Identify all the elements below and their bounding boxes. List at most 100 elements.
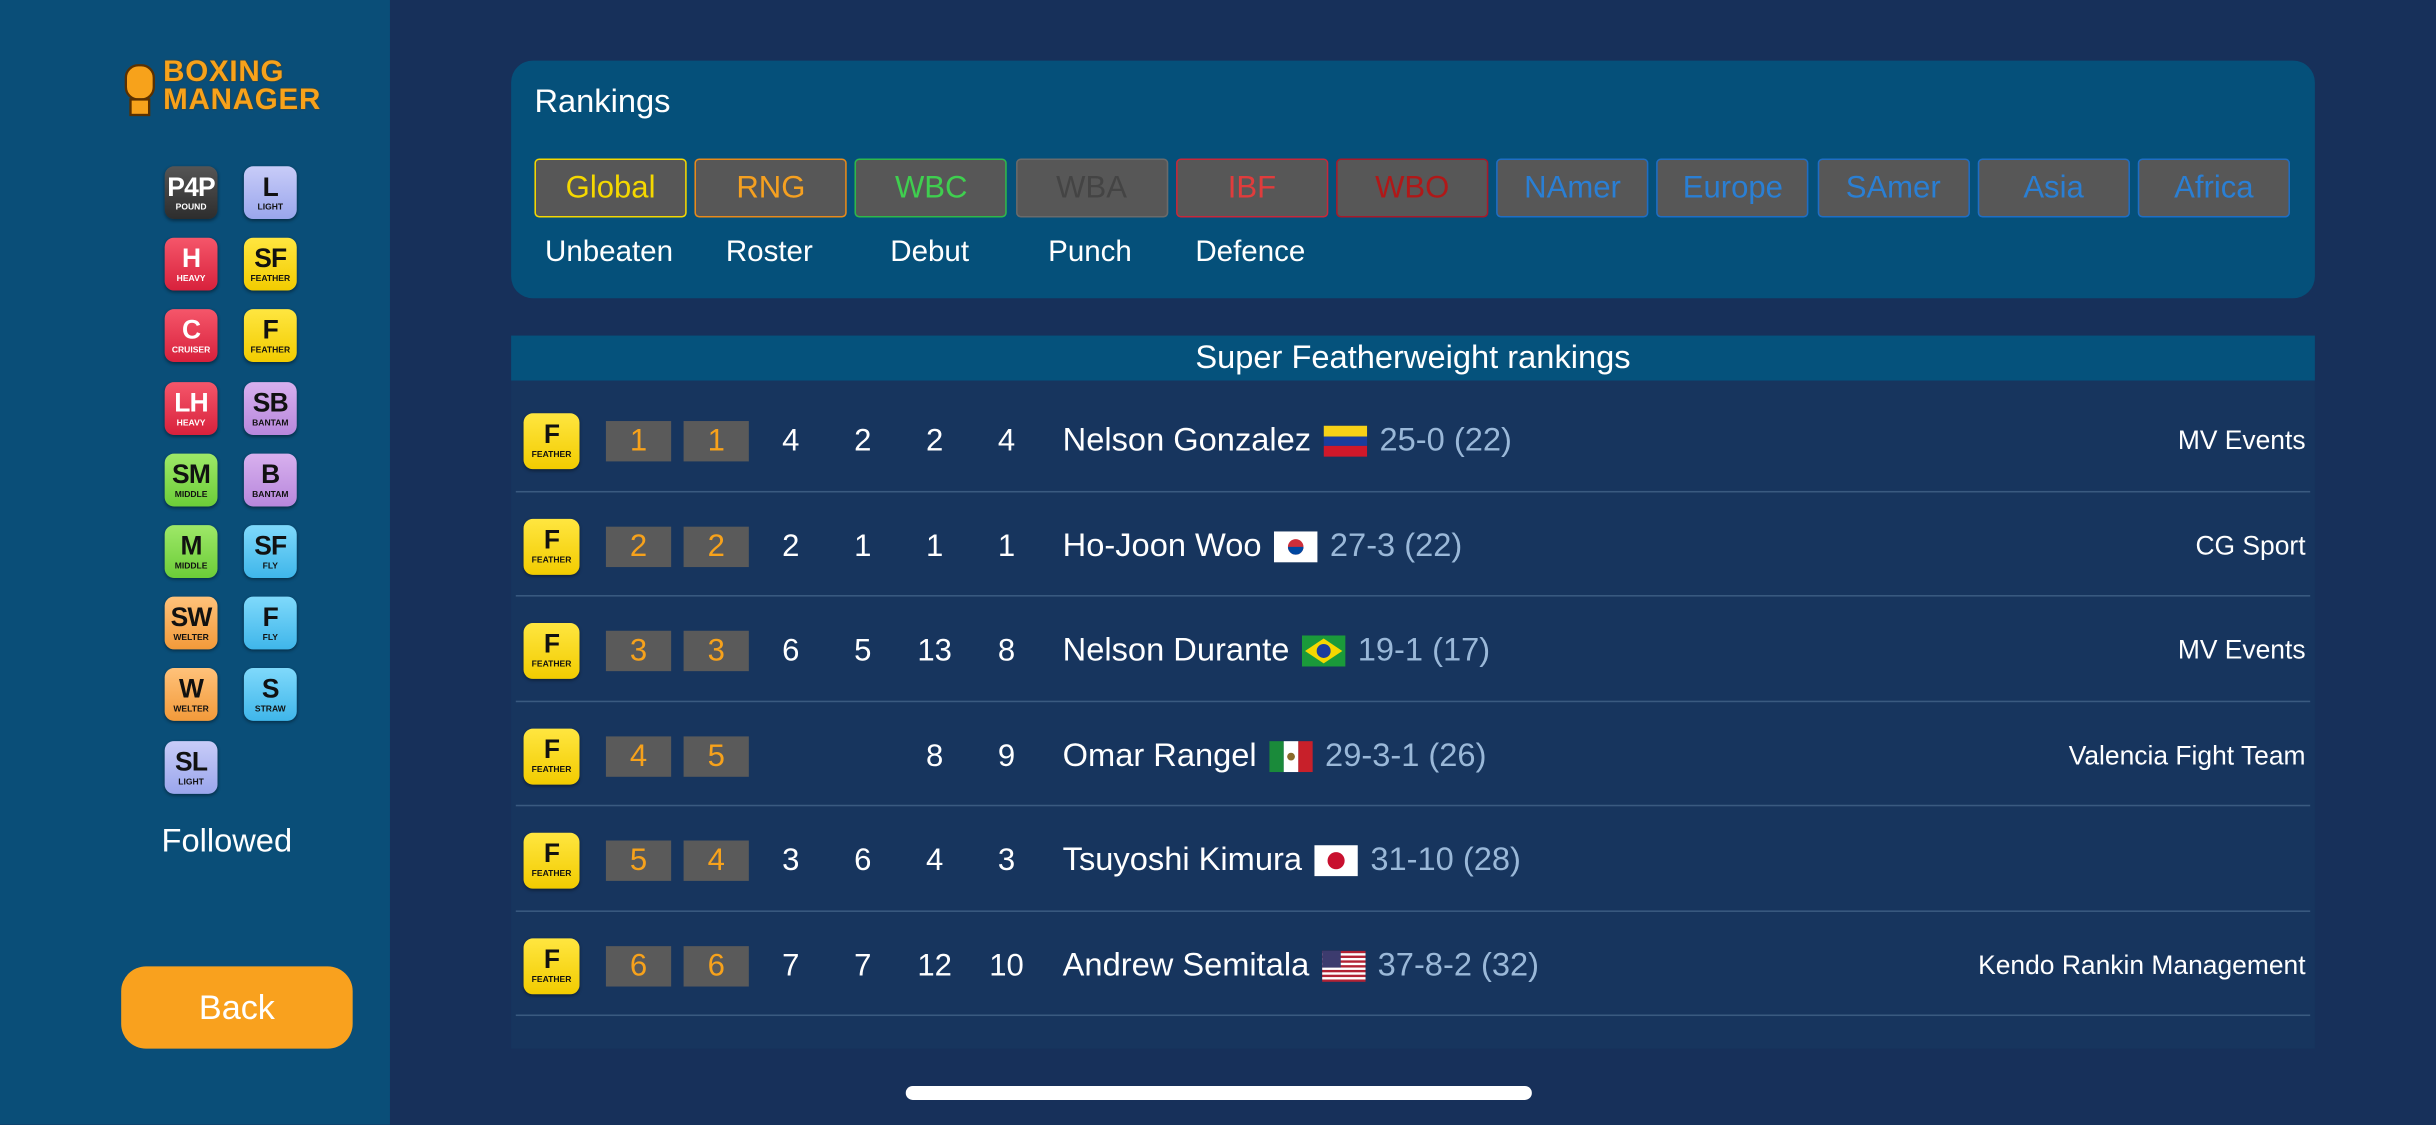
badge-label: LIGHT	[178, 777, 204, 788]
weight-class-badge[interactable]: F FLY	[243, 596, 297, 650]
rank-value: 4	[782, 424, 800, 459]
ranking-row[interactable]: F FEATHER 6 6 7 7 12 10 Andrew Semitala 37-8-2 (3…	[511, 911, 2315, 1017]
rank-value: 12	[917, 948, 952, 983]
badge-abbr: M	[180, 531, 202, 561]
badge-abbr: B	[261, 459, 280, 490]
back-button[interactable]: Back	[121, 966, 353, 1049]
badge-label: MIDDLE	[174, 490, 208, 500]
row-separator	[515, 804, 2311, 807]
rank-box: 1	[683, 421, 749, 462]
row-separator	[515, 490, 2311, 492]
ranking-row[interactable]: F FEATHER 4 5 8 9 Omar Rangel 29-3-1 (26) Valenc…	[511, 701, 2315, 807]
badge-abbr: F	[543, 629, 560, 659]
tab[interactable]: Global	[534, 158, 687, 218]
weight-class-badge[interactable]: SB BANTAM	[243, 381, 297, 435]
boxer-record: 29-3-1 (26)	[1325, 737, 1487, 773]
rank-value: 4	[997, 424, 1016, 459]
flag	[1321, 950, 1366, 982]
badge-label: FEATHER	[250, 347, 291, 357]
tab[interactable]: SAmer	[1817, 158, 1970, 218]
tab[interactable]: Asia	[1977, 158, 2130, 218]
weight-class-badge[interactable]: SL LIGHT	[164, 740, 218, 794]
filter[interactable]: Roster	[725, 236, 813, 269]
badge-label: POUND	[175, 203, 207, 213]
weight-class-badge[interactable]: B BANTAM	[243, 453, 297, 507]
followed-label[interactable]: Followed	[161, 823, 293, 860]
logo-line: MANAGER	[163, 83, 322, 117]
weight-class-badge[interactable]: SF FLY	[243, 525, 297, 578]
row-separator	[515, 909, 2311, 912]
tab[interactable]: RNG	[694, 158, 848, 218]
row-separator	[515, 1014, 2311, 1017]
rank-box: 4	[683, 840, 749, 881]
tab[interactable]: WBC	[855, 158, 1008, 218]
tab[interactable]: WBO	[1336, 158, 1489, 218]
rank-value: 7	[854, 948, 872, 983]
rank-box: 6	[605, 945, 672, 986]
weight-class-badge[interactable]: SW WELTER	[164, 596, 218, 650]
boxer: Nelson Gonzalez 25-0 (22)	[1063, 418, 1512, 465]
filter[interactable]: Defence	[1195, 236, 1306, 269]
weight-class-badge[interactable]: SM MIDDLE	[164, 453, 218, 507]
weight-class-badge[interactable]: S STRAW	[243, 668, 297, 722]
filter[interactable]: Unbeaten	[544, 236, 674, 269]
boxer-name: Andrew Semitala	[1062, 946, 1310, 983]
rank-value: 5	[854, 633, 872, 669]
rank-value: 3	[782, 843, 800, 878]
weight-class-badge[interactable]: C CRUISER	[164, 309, 218, 363]
badge-label: FLY	[262, 562, 278, 572]
weight-class-badge: F FEATHER	[523, 727, 580, 784]
promoter: MV Events	[2177, 425, 2306, 456]
badge-abbr: F	[543, 419, 560, 449]
tab[interactable]: NAmer	[1496, 158, 1649, 218]
weight-class-badge: F FEATHER	[523, 622, 580, 679]
badge-label: STRAW	[254, 705, 286, 716]
badge-abbr: H	[181, 244, 201, 274]
logo-line: BOXING	[163, 55, 285, 89]
rank-value: 8	[925, 738, 944, 773]
tab[interactable]: Africa	[2137, 158, 2291, 218]
ranking-row[interactable]: F FEATHER 3 3 6 5 13 8 Nelson Durante 19-1 (17) MV…	[511, 597, 2315, 702]
badge-abbr: F	[543, 734, 560, 764]
boxer-record: 37-8-2 (32)	[1377, 946, 1540, 983]
tab[interactable]: IBF	[1175, 158, 1329, 218]
badge-abbr: F	[262, 603, 279, 633]
weight-class-badge[interactable]: L LIGHT	[243, 166, 297, 220]
promoter: Valencia Fight Team	[2068, 740, 2306, 770]
ranking-row[interactable]: F FEATHER 2 2 2 1 1 1 Ho-Joon Woo 27-3 (22) CG Spo…	[511, 492, 2315, 597]
tab[interactable]: WBA	[1015, 158, 1168, 218]
flag	[1273, 530, 1318, 562]
weight-class-badge[interactable]: M MIDDLE	[164, 525, 218, 578]
weight-class-badge[interactable]: F FEATHER	[243, 309, 297, 363]
weight-class-badge[interactable]: LH HEAVY	[164, 381, 218, 435]
badge-label: HEAVY	[176, 418, 206, 429]
rank-value: 2	[854, 424, 872, 459]
filter[interactable]: Punch	[1048, 236, 1132, 269]
badge-abbr: SL	[174, 746, 208, 777]
weight-class-badge[interactable]: H HEAVY	[164, 237, 218, 291]
rank-value: 9	[997, 738, 1016, 773]
weight-class-badge[interactable]: W WELTER	[164, 668, 218, 722]
badge-abbr: SB	[252, 387, 289, 418]
badge-abbr: P4P	[167, 172, 215, 202]
table-title: Super Featherweight rankings	[511, 335, 2315, 381]
tab[interactable]: Europe	[1656, 158, 1809, 218]
boxer: Andrew Semitala 37-8-2 (32)	[1063, 942, 1539, 989]
weight-class-badge[interactable]: SF FEATHER	[243, 237, 297, 291]
boxer-name: Omar Rangel	[1062, 737, 1257, 773]
filter[interactable]: Debut	[890, 236, 970, 269]
ranking-row[interactable]: F FEATHER 1 1 4 2 2 4 Nelson Gonzalez 25-0 (22) MV…	[511, 387, 2315, 492]
promoter: CG Sport	[2195, 530, 2306, 561]
rank-value: 1	[854, 529, 872, 564]
row-separator	[515, 699, 2311, 702]
badge-label: FEATHER	[531, 555, 572, 565]
ranking-row[interactable]: F FEATHER 5 4 3 6 4 3 Tsuyoshi Kimura 31-10 (28)	[511, 806, 2315, 912]
rank-value: 4	[925, 843, 944, 878]
weight-class-badge[interactable]: P4P POUND	[164, 166, 218, 220]
flag	[1269, 740, 1313, 772]
sidebar: BOXING MANAGER P4P POUND L LIGHT H HEAVY SF FEA…	[0, 0, 390, 1125]
boxer-record: 27-3 (22)	[1329, 527, 1463, 564]
weight-class-badge: F FEATHER	[523, 937, 580, 994]
